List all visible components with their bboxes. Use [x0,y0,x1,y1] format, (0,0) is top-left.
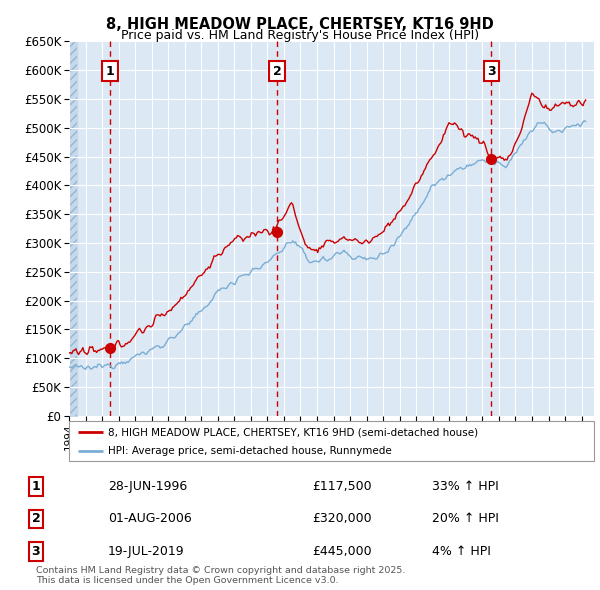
Text: 28-JUN-1996: 28-JUN-1996 [108,480,187,493]
Text: 8, HIGH MEADOW PLACE, CHERTSEY, KT16 9HD: 8, HIGH MEADOW PLACE, CHERTSEY, KT16 9HD [106,17,494,32]
Text: Price paid vs. HM Land Registry's House Price Index (HPI): Price paid vs. HM Land Registry's House … [121,29,479,42]
FancyBboxPatch shape [69,421,594,461]
Text: 3: 3 [487,65,496,78]
Text: Contains HM Land Registry data © Crown copyright and database right 2025.
This d: Contains HM Land Registry data © Crown c… [36,566,406,585]
Text: 2: 2 [272,65,281,78]
Text: 2: 2 [32,512,40,526]
Text: £117,500: £117,500 [312,480,371,493]
Text: 01-AUG-2006: 01-AUG-2006 [108,512,192,526]
Text: £445,000: £445,000 [312,545,371,558]
Text: 4% ↑ HPI: 4% ↑ HPI [432,545,491,558]
Text: 1: 1 [106,65,115,78]
Text: 20% ↑ HPI: 20% ↑ HPI [432,512,499,526]
Text: 8, HIGH MEADOW PLACE, CHERTSEY, KT16 9HD (semi-detached house): 8, HIGH MEADOW PLACE, CHERTSEY, KT16 9HD… [109,428,479,438]
Text: HPI: Average price, semi-detached house, Runnymede: HPI: Average price, semi-detached house,… [109,447,392,456]
Bar [69,41,77,416]
Text: 3: 3 [32,545,40,558]
Text: 19-JUL-2019: 19-JUL-2019 [108,545,185,558]
Text: 33% ↑ HPI: 33% ↑ HPI [432,480,499,493]
Text: £320,000: £320,000 [312,512,371,526]
Text: 1: 1 [32,480,40,493]
